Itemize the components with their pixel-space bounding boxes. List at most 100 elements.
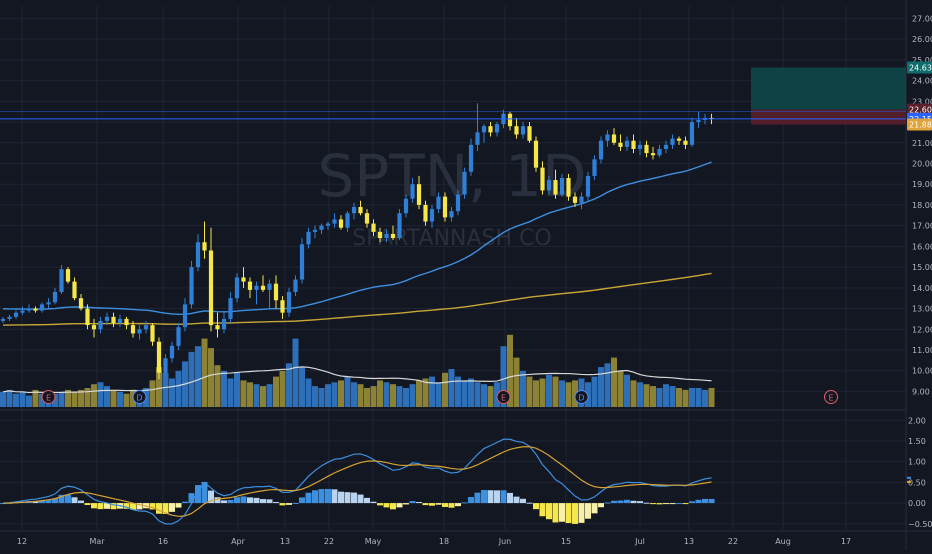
candle-body[interactable] [611,134,617,143]
candle-body[interactable] [579,196,584,203]
candle-body[interactable] [397,213,402,239]
candle-body[interactable] [488,126,493,133]
candle-body[interactable] [267,283,272,290]
candle-body[interactable] [208,250,214,326]
candle-body[interactable] [98,320,103,330]
candle-body[interactable] [91,325,97,330]
candle-body[interactable] [169,345,175,359]
candle-body[interactable] [72,281,77,299]
candle-body[interactable] [39,304,45,311]
candle-body[interactable] [533,140,539,168]
candle-body[interactable] [553,180,558,195]
earnings-badge[interactable]: E [41,390,56,404]
candle-body[interactable] [657,148,662,156]
candle-body[interactable] [618,142,623,147]
candle-body[interactable] [59,269,64,292]
candle-body[interactable] [104,316,110,321]
candle-body[interactable] [78,298,84,309]
candle-body[interactable] [371,223,376,232]
candle-body[interactable] [416,184,422,205]
candle-body[interactable] [663,144,669,149]
candle-body[interactable] [306,231,311,245]
earnings-badge[interactable]: E [496,390,511,404]
candle-body[interactable] [338,219,344,228]
candle-body[interactable] [260,285,266,290]
candle-body[interactable] [683,140,688,145]
candle-body[interactable] [527,126,532,141]
position-zones[interactable] [751,67,906,125]
candle-body[interactable] [33,308,38,311]
candle-body[interactable] [650,153,656,156]
candle-body[interactable] [130,325,136,334]
stop-zone[interactable] [751,109,906,125]
candle-body[interactable] [280,300,285,313]
candle-body[interactable] [52,291,58,303]
candle-body[interactable] [442,196,448,218]
candle-body[interactable] [345,213,350,228]
candle-body[interactable] [46,302,51,305]
candle-body[interactable] [559,177,565,195]
candle-body[interactable] [20,310,25,313]
candle-body[interactable] [364,213,370,224]
candle-body[interactable] [410,184,415,199]
candle-body[interactable] [384,233,389,239]
candle-body[interactable] [215,325,220,330]
candle-body[interactable] [520,126,526,135]
dividend-badge[interactable]: D [132,390,147,404]
candle-body[interactable] [390,233,396,239]
candle-body[interactable] [85,308,90,326]
candle-body[interactable] [592,159,597,176]
candle-body[interactable] [423,204,428,222]
earnings-badge[interactable]: E [824,390,838,404]
candle-body[interactable] [351,207,357,214]
candle-body[interactable] [241,277,246,282]
candle-body[interactable] [332,219,337,224]
candle-body[interactable] [689,122,695,145]
candle-body[interactable] [189,267,194,305]
target-zone[interactable] [751,67,906,110]
candle-body[interactable] [65,269,71,282]
candle-body[interactable] [507,113,513,127]
candle-body[interactable] [624,140,630,147]
candle-body[interactable] [598,140,604,160]
candle-body[interactable] [494,124,500,133]
candle-body[interactable] [436,196,441,210]
candle-body[interactable] [286,291,292,313]
candle-body[interactable] [475,132,480,145]
candle-body[interactable] [150,325,155,342]
candle-body[interactable] [163,358,168,373]
candle-body[interactable] [514,126,519,135]
candle-body[interactable] [312,229,318,232]
candle-body[interactable] [546,180,552,191]
candle-body[interactable] [631,140,636,149]
candle-body[interactable] [637,144,643,149]
candle-body[interactable] [403,198,409,214]
candle-body[interactable] [670,138,675,145]
candle-body[interactable] [176,327,181,346]
candles[interactable] [0,103,714,379]
candle-body[interactable] [228,298,233,319]
candle-body[interactable] [234,277,240,299]
candle-body[interactable] [137,329,142,334]
candle-body[interactable] [7,316,12,319]
candle-body[interactable] [221,318,227,330]
candle-body[interactable] [124,318,129,326]
candle-body[interactable] [0,318,6,321]
candle-body[interactable] [605,134,610,141]
candle-body[interactable] [143,325,149,330]
candle-body[interactable] [696,119,701,123]
candle-body[interactable] [481,126,487,133]
candle-body[interactable] [195,242,201,268]
candle-body[interactable] [202,242,207,251]
candle-body[interactable] [254,285,259,290]
candle-body[interactable] [26,308,32,311]
candle-body[interactable] [644,144,649,154]
candle-body[interactable] [449,211,454,218]
candle-body[interactable] [117,318,123,324]
candle-body[interactable] [468,144,474,172]
candle-body[interactable] [358,207,363,214]
dividend-badge[interactable]: D [574,390,589,404]
candle-body[interactable] [182,304,188,328]
